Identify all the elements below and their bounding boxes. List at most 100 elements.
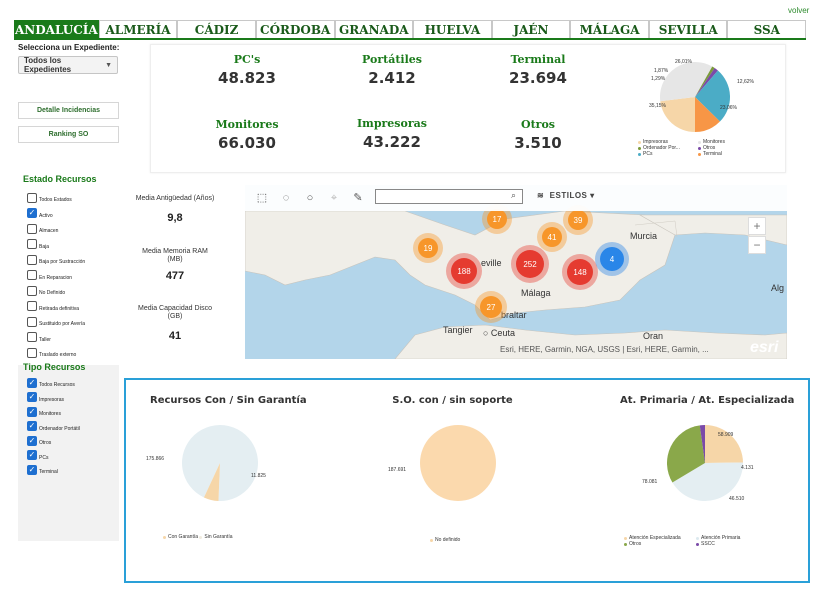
estado-option[interactable]: Todos Estados [27, 192, 72, 203]
checkbox[interactable]: ✓ [27, 450, 37, 460]
ranking-so-button[interactable]: Ranking SO [18, 126, 119, 143]
pie-slice[interactable] [695, 70, 730, 122]
checkbox[interactable] [27, 347, 37, 358]
pie-slice[interactable] [695, 68, 718, 97]
checkbox[interactable]: ✓ [27, 464, 37, 475]
estado-option[interactable]: ✓ Activo [27, 208, 53, 219]
zoom-out-button[interactable]: − [748, 236, 766, 254]
map-cluster[interactable]: 148 [562, 254, 598, 290]
tab-ssa[interactable]: SSA [727, 20, 807, 38]
map-search-input[interactable] [375, 189, 523, 204]
tab-sevilla[interactable]: SEVILLA [648, 20, 728, 38]
pie-slice[interactable] [203, 463, 220, 501]
resources-map[interactable]: Murcia eville Málaga braltar Tangier ○ C… [245, 185, 787, 359]
checkbox[interactable]: ✓ [27, 392, 37, 402]
estado-option-label: Baja por Sustracción [39, 259, 86, 265]
estado-option[interactable]: En Reparacion [27, 270, 72, 281]
checkbox[interactable] [27, 316, 37, 327]
tipo-option[interactable]: ✓ PCs [27, 450, 48, 461]
tipo-option-label: Todos Recursos [39, 382, 75, 388]
otros-label: Otros [521, 118, 555, 131]
checkbox[interactable] [27, 254, 37, 265]
pie-slice[interactable] [667, 425, 705, 483]
map-label-alg: Alg [771, 283, 785, 293]
pie-slice[interactable] [672, 462, 743, 501]
estado-option[interactable]: Baja [27, 239, 49, 250]
checkbox[interactable]: ✓ [27, 208, 37, 218]
zoom-in-button[interactable]: + [748, 217, 766, 235]
map-label-ceuta: ○ Ceuta [483, 328, 515, 338]
tab-cordoba[interactable]: CÓRDOBA [255, 20, 335, 38]
tab-malaga[interactable]: MÁLAGA [570, 20, 649, 38]
otros-value: 3.510 [514, 134, 562, 152]
select-rectangle-icon[interactable]: ⬚ [256, 192, 268, 204]
checkbox[interactable] [27, 285, 37, 296]
select-circle-icon[interactable]: ◌ [282, 192, 290, 204]
checkbox[interactable] [27, 192, 37, 203]
tipo-option[interactable]: ✓ Otros [27, 435, 51, 446]
pie-slice[interactable] [699, 425, 705, 463]
tipo-option[interactable]: ✓ Monitores [27, 406, 61, 417]
disco-label: Media Capacidad Disco (GB) [138, 305, 212, 320]
pie-label-terminal: 12,62% [737, 79, 754, 85]
map-cluster[interactable]: 188 [446, 253, 482, 289]
tipo-option[interactable]: ✓ Ordenador Portátil [27, 421, 80, 432]
map-cluster[interactable]: 4 [595, 242, 629, 276]
checkbox[interactable] [27, 332, 37, 342]
tab-andalucia[interactable]: ANDALUCÍA [14, 20, 99, 38]
edit-icon[interactable]: ✎ [353, 192, 363, 204]
tab-almeria[interactable]: ALMERÍA [98, 20, 178, 38]
estado-option[interactable]: Sustituido por Avería [27, 316, 85, 327]
esri-logo: esri [750, 339, 779, 356]
tipo-option-label: Impresoras [39, 396, 65, 403]
expediente-title: Selecciona un Expediente: [18, 43, 120, 52]
checkbox[interactable]: ✓ [27, 406, 37, 417]
tipo-option[interactable]: ✓ Impresoras [27, 392, 64, 403]
tipo-option[interactable]: ✓ Todos Recursos [27, 377, 75, 388]
estado-option[interactable]: Taller [27, 332, 51, 343]
estado-option[interactable]: Baja por Sustracción [27, 254, 85, 265]
map-cluster[interactable]: 252 [511, 245, 549, 283]
soporte-legend: No definido [430, 537, 460, 543]
tipo-option[interactable]: ✓ Terminal [27, 464, 58, 475]
map-cluster[interactable]: 19 [413, 233, 443, 263]
map-cluster[interactable]: 27 [475, 291, 507, 323]
volver-link[interactable]: volver [788, 6, 810, 15]
map-cluster[interactable]: 39 [563, 205, 593, 235]
estado-option[interactable]: Almacen [27, 223, 58, 234]
map-label-gibraltar: braltar [501, 310, 527, 320]
tab-huelva[interactable]: HUELVA [413, 20, 492, 38]
checkbox[interactable] [27, 270, 37, 280]
map-cluster[interactable]: 41 [537, 222, 567, 252]
pie-slice[interactable] [695, 97, 720, 132]
checkbox[interactable] [27, 239, 37, 249]
legend-item: Impresoras [638, 139, 698, 145]
checkbox[interactable]: ✓ [27, 421, 37, 431]
checkbox[interactable]: ✓ [27, 377, 37, 388]
garantia-value-sin: 11.825 [251, 473, 266, 479]
tab-cadiz[interactable]: CÁDIZ [177, 20, 256, 38]
pie-slice[interactable] [705, 425, 743, 463]
estado-option[interactable]: Traslado externo [27, 347, 76, 358]
checkbox[interactable] [27, 223, 37, 234]
terminal-label: Terminal [510, 53, 566, 66]
pie-slice[interactable] [420, 425, 496, 501]
checkbox[interactable]: ✓ [27, 435, 37, 446]
estado-option-label: Baja [39, 243, 50, 250]
select-point-icon[interactable]: ⌖ [330, 192, 338, 204]
select-lasso-icon[interactable]: ○ [306, 192, 314, 204]
expediente-select[interactable]: Todos los Expedientes ▼ [18, 56, 118, 74]
map-label-sevilla: eville [481, 258, 502, 268]
search-icon[interactable]: ⌕ [511, 190, 517, 200]
detalle-incidencias-button[interactable]: Detalle Incidencias [18, 102, 119, 119]
tab-granada[interactable]: GRANADA [334, 20, 414, 38]
estilos-menu[interactable]: ≋ ESTILOS ▾ [537, 191, 595, 200]
garantia-value-con: 175.866 [146, 456, 165, 462]
estado-option[interactable]: No Definido [27, 285, 65, 296]
pie-slice[interactable] [695, 66, 715, 97]
pie-slice[interactable] [660, 62, 713, 102]
estado-option[interactable]: Retirada definitiva [27, 301, 79, 312]
tab-jaen[interactable]: JAÉN [491, 20, 571, 38]
checkbox[interactable] [27, 301, 37, 311]
pie-slice[interactable] [660, 97, 695, 132]
